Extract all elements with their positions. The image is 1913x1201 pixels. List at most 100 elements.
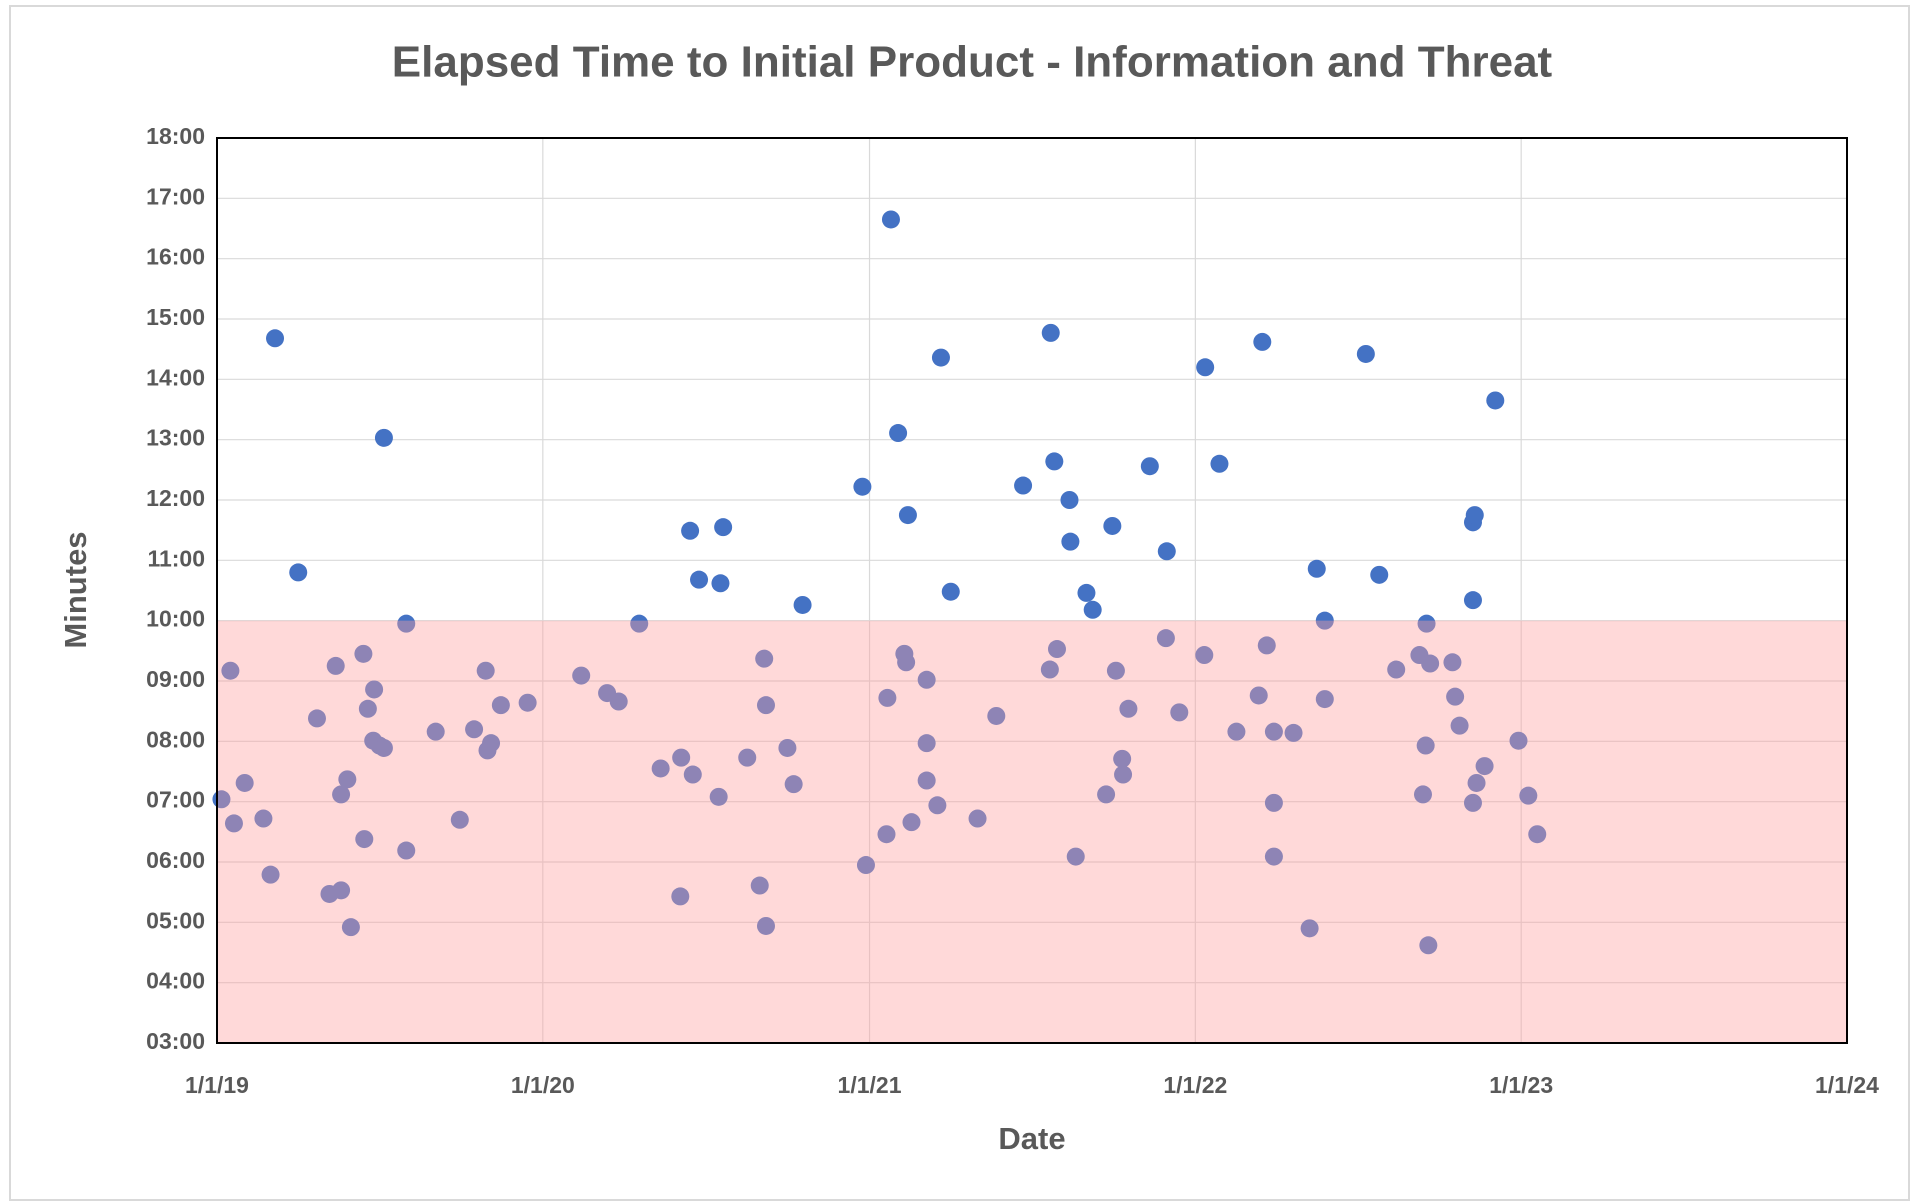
data-point <box>756 916 775 935</box>
data-point <box>1066 847 1085 866</box>
data-point <box>354 644 373 663</box>
data-point <box>254 809 273 828</box>
data-point <box>1097 785 1116 804</box>
data-point <box>1356 344 1375 363</box>
data-point <box>853 477 872 496</box>
data-point <box>374 738 393 757</box>
data-point <box>917 734 936 753</box>
data-point <box>1196 358 1215 377</box>
x-tick-label: 1/1/23 <box>1489 1072 1553 1098</box>
data-point <box>630 614 649 633</box>
data-point <box>1140 457 1159 476</box>
y-tick-label: 11:00 <box>147 545 205 571</box>
data-point <box>1077 583 1096 602</box>
data-point <box>1509 731 1528 750</box>
data-point <box>326 656 345 675</box>
data-point <box>1119 699 1138 718</box>
data-point <box>1253 332 1272 351</box>
data-point <box>289 563 308 582</box>
data-point <box>1156 629 1175 648</box>
data-point <box>931 348 950 367</box>
data-point <box>1519 786 1538 805</box>
data-point <box>1475 757 1494 776</box>
data-point <box>1157 542 1176 561</box>
data-point <box>397 614 416 633</box>
data-point <box>1041 323 1060 342</box>
data-point <box>1443 653 1462 672</box>
data-point <box>358 699 377 718</box>
data-point <box>1413 785 1432 804</box>
data-point <box>235 773 254 792</box>
plot-frame <box>216 137 1848 1044</box>
data-point <box>1257 636 1276 655</box>
data-point <box>1446 687 1465 706</box>
y-tick-label: 16:00 <box>146 244 205 270</box>
y-tick-label: 09:00 <box>146 666 205 692</box>
data-point <box>1300 919 1319 938</box>
data-point <box>756 696 775 715</box>
data-point <box>917 771 936 790</box>
data-point <box>482 734 501 753</box>
data-point <box>1113 749 1132 768</box>
data-point <box>878 688 897 707</box>
data-point <box>968 809 987 828</box>
data-point <box>928 796 947 815</box>
data-point <box>1264 847 1283 866</box>
data-point <box>1416 736 1435 755</box>
y-tick-label: 05:00 <box>146 907 205 933</box>
data-point <box>491 696 510 715</box>
y-axis-title: Minutes <box>58 531 93 648</box>
y-tick-label: 17:00 <box>146 183 205 209</box>
data-point <box>1370 565 1389 584</box>
data-point <box>651 759 670 778</box>
data-point <box>1047 640 1066 659</box>
y-tick-label: 12:00 <box>146 485 205 511</box>
y-tick-label: 06:00 <box>146 847 205 873</box>
data-point <box>738 748 757 767</box>
data-point <box>1486 391 1505 410</box>
data-point <box>266 329 285 348</box>
data-point <box>1463 591 1482 610</box>
data-point <box>750 876 769 895</box>
data-point <box>1103 516 1122 535</box>
x-tick-label: 1/1/19 <box>185 1072 249 1098</box>
data-point <box>355 830 374 849</box>
data-point <box>426 722 445 741</box>
data-point <box>672 748 691 767</box>
data-point <box>671 887 690 906</box>
data-point <box>338 770 357 789</box>
y-tick-label: 14:00 <box>146 364 205 390</box>
data-point <box>1061 532 1080 551</box>
data-point <box>1106 661 1125 680</box>
data-point <box>1421 654 1440 673</box>
chart-border <box>9 5 1910 1201</box>
data-point <box>1264 793 1283 812</box>
y-tick-label: 18:00 <box>146 123 205 149</box>
data-point <box>261 865 280 884</box>
data-point <box>987 706 1006 725</box>
data-point <box>1315 690 1334 709</box>
data-point <box>902 813 921 832</box>
data-point <box>1040 660 1059 679</box>
data-point <box>1387 660 1406 679</box>
data-point <box>221 661 240 680</box>
data-point <box>224 814 243 833</box>
data-point <box>917 670 936 689</box>
data-point <box>711 574 730 593</box>
data-point <box>755 649 774 668</box>
y-tick-label: 10:00 <box>146 606 205 632</box>
y-tick-label: 04:00 <box>146 968 205 994</box>
data-point <box>307 709 326 728</box>
data-point <box>1264 722 1283 741</box>
data-point <box>1195 646 1214 665</box>
data-point <box>341 918 360 937</box>
data-point <box>1170 703 1189 722</box>
data-point <box>778 738 797 757</box>
x-tick-label: 1/1/24 <box>1815 1072 1879 1098</box>
data-point <box>793 595 812 614</box>
data-point <box>374 428 393 447</box>
threshold-band <box>217 620 1847 1043</box>
data-point <box>332 785 351 804</box>
data-point <box>1465 506 1484 525</box>
